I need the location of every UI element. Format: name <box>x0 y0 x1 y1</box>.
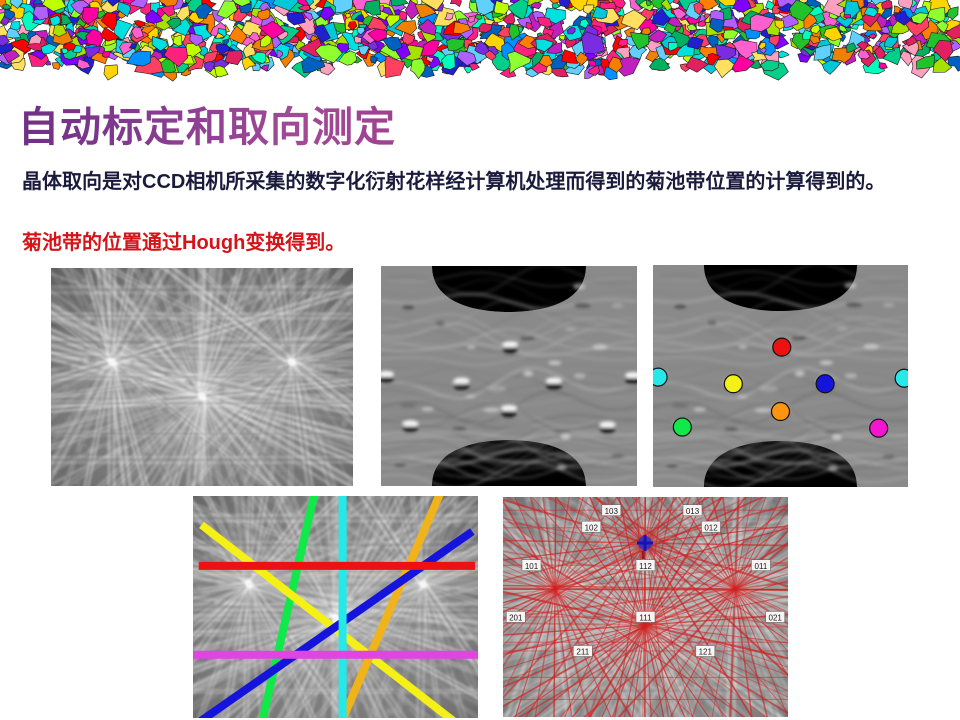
index-label-013: 013 <box>686 507 700 516</box>
index-label-101: 101 <box>525 562 539 571</box>
peak-magenta <box>869 418 889 438</box>
band-red <box>258 496 319 718</box>
peak-red <box>772 337 792 357</box>
indexed-svg: 103 013 102 012 101 112 011 201 111 021 211 121 <box>503 497 788 717</box>
peak-yellow <box>723 374 743 394</box>
peak-green <box>672 417 692 437</box>
index-label-111: 111 <box>639 614 652 623</box>
index-label-box <box>701 520 721 533</box>
index-label-box <box>751 559 771 572</box>
ebsd-grain-map-banner <box>0 0 960 82</box>
index-label-box <box>635 611 656 623</box>
index-label-121: 121 <box>699 648 713 657</box>
kikuchi-raw-svg <box>51 268 353 486</box>
body-paragraph: 晶体取向是对CCD相机所采集的数字化衍射花样经计算机处理而得到的菊池带位置的计算… <box>22 171 886 193</box>
index-label-box <box>601 504 622 516</box>
hough-peaks-svg <box>653 265 908 487</box>
index-label-box <box>765 611 786 623</box>
peak-cyan-r <box>894 368 908 388</box>
band-cyan <box>199 521 457 718</box>
grain-map-svg <box>0 0 960 82</box>
page-title: 自动标定和取向测定 <box>18 93 396 153</box>
index-label-021: 021 <box>769 614 783 623</box>
highlight-paragraph: 菊池带的位置通过Hough变换得到。 <box>22 232 346 254</box>
index-label-012: 012 <box>704 523 718 532</box>
indexed-solution-image: 103 013 102 012 101 112 011 201 111 021 211 121 <box>503 497 788 717</box>
index-label-box <box>581 520 602 533</box>
hough-svg <box>381 266 637 486</box>
index-label-box <box>573 645 593 657</box>
index-label-box <box>695 645 716 657</box>
peak-cyan-l <box>653 367 668 387</box>
index-label-102: 102 <box>585 523 599 532</box>
band-yellow <box>338 496 444 718</box>
index-label-103: 103 <box>605 507 619 516</box>
peak-blue <box>815 374 835 394</box>
index-label-011: 011 <box>755 562 768 571</box>
hough-transform-image <box>381 266 637 486</box>
index-label-box <box>505 611 526 623</box>
index-label-201: 201 <box>509 614 523 623</box>
bands-svg <box>193 496 478 718</box>
kikuchi-pattern-raw-image <box>51 268 353 486</box>
hough-peaks-image <box>653 265 908 487</box>
index-label-112: 112 <box>639 562 652 571</box>
peak-orange <box>770 401 791 422</box>
index-label-box <box>682 504 703 516</box>
kikuchi-bands-image <box>193 496 478 718</box>
index-label-box <box>521 559 542 572</box>
index-label-box <box>635 559 656 572</box>
index-label-211: 211 <box>576 648 589 657</box>
